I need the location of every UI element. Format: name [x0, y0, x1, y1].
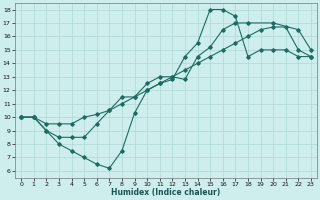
- X-axis label: Humidex (Indice chaleur): Humidex (Indice chaleur): [111, 188, 221, 197]
